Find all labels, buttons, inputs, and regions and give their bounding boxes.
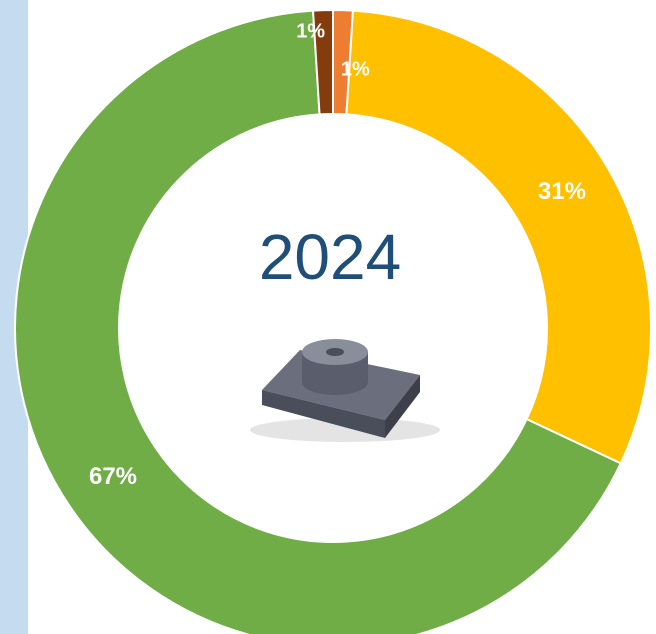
center-label: 2024: [259, 221, 401, 293]
data-label: 31%: [538, 178, 586, 205]
page: {"chart_data": {"type": "donut", "center…: [0, 0, 656, 634]
part-image: [250, 339, 440, 442]
data-label: 1%: [296, 20, 325, 42]
donut: [15, 10, 651, 634]
data-label: 67%: [89, 463, 137, 490]
chart: 1% 31% 67% 1% 2024: [0, 0, 656, 634]
data-label: 1%: [341, 58, 370, 80]
